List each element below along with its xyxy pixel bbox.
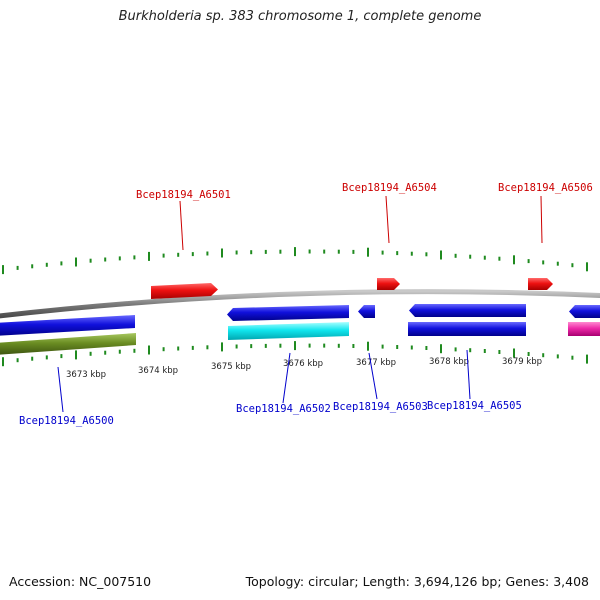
gene-arrow-right-edge[interactable]	[569, 305, 600, 318]
gene-arrow-bcep18194-a6503[interactable]	[358, 305, 375, 318]
accession-value: NC_007510	[79, 574, 152, 589]
scale-label-3678: 3678 kbp	[429, 357, 469, 367]
callout-line-a6506	[540, 195, 543, 244]
chromosome-backbone	[0, 289, 600, 319]
callout-line-a6501	[179, 200, 184, 251]
accession-info: Accession: NC_007510	[9, 574, 151, 589]
forward-strand-genes	[151, 278, 553, 299]
callout-line-a6502	[282, 352, 291, 404]
genome-summary: Topology: circular; Length: 3,694,126 bp…	[245, 574, 589, 589]
gene-label-bcep18194-a6505[interactable]: Bcep18194_A6505	[427, 400, 522, 412]
accession-label: Accession:	[9, 574, 76, 589]
gene-bar-cyan[interactable]	[228, 322, 349, 340]
callout-line-a6503	[368, 352, 378, 400]
scale-label-3673: 3673 kbp	[66, 370, 106, 380]
lower-tick-row	[2, 341, 588, 367]
gene-arrow-bcep18194-a6502[interactable]	[227, 305, 349, 321]
callout-line-a6505	[466, 349, 471, 400]
gene-bar-olive[interactable]	[0, 333, 136, 355]
gene-arrow-bcep18194-a6505[interactable]	[409, 304, 526, 317]
gene-label-bcep18194-a6504[interactable]: Bcep18194_A6504	[342, 182, 437, 194]
scale-label-3674: 3674 kbp	[138, 366, 178, 376]
gene-arrow-bcep18194-a6500[interactable]	[0, 315, 135, 336]
gene-label-bcep18194-a6506[interactable]: Bcep18194_A6506	[498, 182, 593, 194]
upper-tick-row	[2, 247, 588, 275]
gene-label-bcep18194-a6503[interactable]: Bcep18194_A6503	[333, 401, 428, 413]
gene-arrow-bcep18194-a6506[interactable]	[528, 278, 553, 290]
gene-bar-blue-lower[interactable]	[408, 322, 526, 336]
scale-label-3677: 3677 kbp	[356, 358, 396, 368]
forward-gene-callouts: Bcep18194_A6501 Bcep18194_A6504 Bcep1819…	[136, 182, 593, 251]
scale-label-3679: 3679 kbp	[502, 357, 542, 367]
callout-line-a6500	[57, 366, 64, 413]
gene-arrow-bcep18194-a6504[interactable]	[377, 278, 400, 290]
scale-label-3676: 3676 kbp	[283, 359, 323, 369]
gene-label-bcep18194-a6501[interactable]: Bcep18194_A6501	[136, 189, 231, 201]
callout-line-a6504	[385, 195, 390, 244]
gene-arrow-bcep18194-a6501[interactable]	[151, 283, 218, 299]
gene-bar-magenta[interactable]	[568, 322, 600, 336]
scale-labels: 3673 kbp 3674 kbp 3675 kbp 3676 kbp 3677…	[66, 357, 542, 380]
map-title: Burkholderia sp. 383 chromosome 1, compl…	[118, 9, 482, 24]
scale-label-3675: 3675 kbp	[211, 362, 251, 372]
reverse-strand-genes	[0, 304, 600, 355]
gene-label-bcep18194-a6500[interactable]: Bcep18194_A6500	[19, 415, 114, 427]
reverse-gene-callouts: Bcep18194_A6500 Bcep18194_A6502 Bcep1819…	[19, 349, 522, 427]
gene-label-bcep18194-a6502[interactable]: Bcep18194_A6502	[236, 403, 331, 415]
